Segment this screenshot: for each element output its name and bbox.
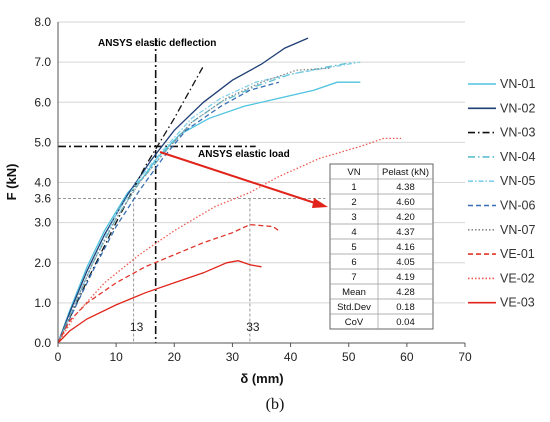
series-vn-04	[57, 61, 355, 344]
y-tick-label: 0.0	[34, 336, 51, 350]
series-vn-06	[57, 81, 280, 344]
red-arrow	[159, 151, 328, 208]
table-cell-value: 4.20	[396, 212, 415, 223]
legend-label-vn-06: VN-06	[500, 199, 535, 213]
figure-caption: (b)	[265, 396, 285, 413]
y-tick-label: 3.0	[34, 216, 51, 230]
x-tick-label: 30	[226, 350, 240, 364]
table-cell-label: 7	[351, 272, 356, 283]
y-tick-label: 6.0	[34, 95, 51, 109]
y-tick-label: 1.0	[34, 296, 51, 310]
series-vn-07	[57, 67, 332, 344]
y-tick-label: 8.0	[34, 15, 51, 29]
table-cell-value: 4.16	[396, 242, 415, 253]
table-header-vn: VN	[347, 167, 360, 178]
legend: VN-01 VN-02 VN-03 VN-04 VN-05 VN-06 VN-07 VE-01…	[468, 77, 535, 310]
x-tick-label: 10	[109, 350, 123, 364]
data-series	[57, 37, 401, 344]
y-axis-label: F (kN)	[4, 164, 19, 201]
x-tick-label: 70	[458, 350, 472, 364]
annotation-elastic-deflection: ANSYS elastic deflection	[98, 38, 216, 49]
x-tick-label: 20	[168, 350, 182, 364]
x-axis-label: δ (mm)	[240, 371, 283, 386]
legend-label-ve-01: VE-01	[500, 247, 535, 261]
table-cell-label: 2	[351, 197, 356, 208]
table-cell-value: 0.04	[396, 317, 415, 328]
series-ve-01	[57, 223, 280, 344]
table-cell-label: 1	[351, 182, 356, 193]
x-tick-label: 40	[284, 350, 298, 364]
table-header-pelast: Pelast (kN)	[382, 167, 429, 178]
legend-label-vn-04: VN-04	[500, 150, 535, 164]
axes	[57, 22, 465, 344]
table-cell-value: 4.28	[396, 287, 415, 298]
y-extra-tick-label: 3.6	[34, 192, 51, 206]
x-tick-label: 50	[342, 350, 356, 364]
annotation-elastic-load: ANSYS elastic load	[198, 149, 290, 160]
x-tick-label: 60	[400, 350, 414, 364]
load-deflection-chart: 0.01.02.03.04.05.06.07.08.00 10 20 30 40 50 60…	[4, 15, 535, 386]
series-vn-01	[57, 81, 361, 344]
pelast-table: VN Pelast (kN) 1 4.38 2 4.60 3 4.20 4 4.37 5 4.16 6 4…	[329, 163, 434, 330]
arrow-head	[312, 198, 328, 208]
legend-label-vn-07: VN-07	[500, 223, 535, 237]
legend-label-vn-05: VN-05	[500, 174, 535, 188]
y-tick-label: 2.0	[34, 256, 51, 270]
y-tick-label: 4.0	[34, 176, 51, 190]
legend-label-vn-02: VN-02	[500, 101, 535, 115]
legend-label-ve-03: VE-03	[500, 296, 535, 310]
table-cell-value: 4.60	[396, 197, 415, 208]
x-extra-tick-label: 13	[130, 320, 144, 334]
series-vn-05	[57, 61, 361, 344]
table-frame	[329, 163, 434, 330]
table-cell-value: 4.37	[396, 227, 415, 238]
series-vn-02	[57, 37, 309, 344]
table-cell-label: Std.Dev	[337, 302, 371, 313]
table-cell-value: 4.19	[396, 272, 415, 283]
table-cell-value: 0.18	[396, 302, 415, 313]
guide-lines	[58, 38, 326, 343]
y-tick-label: 7.0	[34, 55, 51, 69]
legend-label-vn-03: VN-03	[500, 126, 535, 140]
x-tick-label: 0	[55, 350, 62, 364]
table-cell-label: 5	[351, 242, 356, 253]
table-cell-value: 4.05	[396, 257, 415, 268]
table-cell-label: 4	[351, 227, 356, 238]
legend-label-ve-02: VE-02	[500, 271, 535, 285]
table-cell-label: CoV	[345, 317, 364, 328]
tick-labels: 0.01.02.03.04.05.06.07.08.00 10 20 30 40 50 60…	[34, 15, 472, 364]
series-ve-03	[57, 260, 262, 344]
table-cell-label: 6	[351, 257, 356, 268]
series-vn-03	[57, 65, 204, 344]
y-tick-label: 5.0	[34, 135, 51, 149]
legend-label-vn-01: VN-01	[500, 77, 535, 91]
table-cell-label: Mean	[342, 287, 366, 298]
x-extra-tick-label: 33	[246, 320, 260, 334]
table-cell-value: 4.38	[396, 182, 415, 193]
table-cell-label: 3	[351, 212, 356, 223]
arrow-shaft	[159, 151, 319, 205]
